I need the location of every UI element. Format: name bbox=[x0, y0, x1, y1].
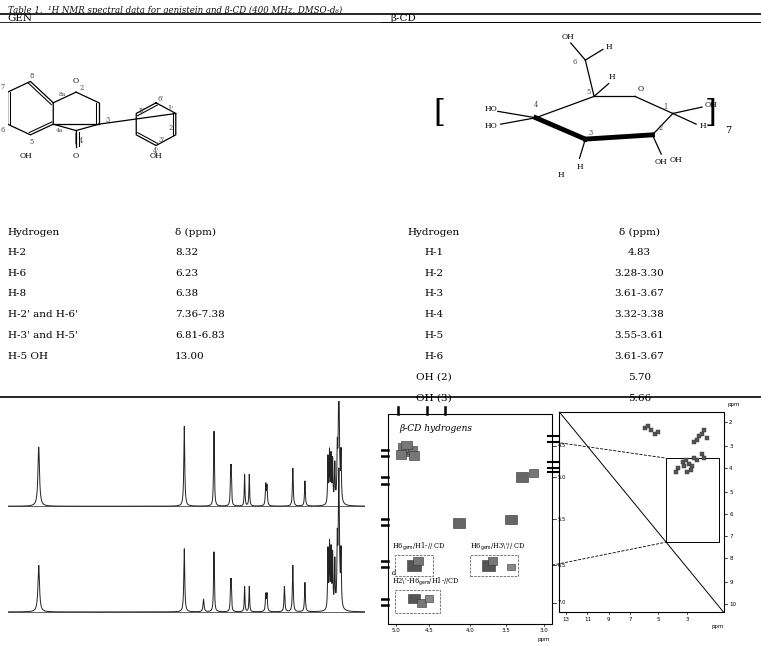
Text: 3.28-3.30: 3.28-3.30 bbox=[614, 269, 664, 278]
Text: ppm: ppm bbox=[537, 636, 550, 641]
Bar bbox=[413, 557, 422, 565]
Bar bbox=[516, 472, 528, 482]
Text: 4.83: 4.83 bbox=[628, 248, 651, 257]
Text: 5.70: 5.70 bbox=[628, 373, 651, 382]
Text: 6.23: 6.23 bbox=[175, 269, 198, 278]
Bar bbox=[505, 515, 517, 524]
Text: 5.0: 5.0 bbox=[392, 629, 400, 634]
Text: 4.0: 4.0 bbox=[466, 629, 474, 634]
Bar bbox=[408, 594, 420, 603]
Text: β-CD: β-CD bbox=[390, 14, 416, 23]
Text: 4.44: 4.44 bbox=[628, 415, 651, 423]
Bar bbox=[488, 557, 497, 565]
Text: H-2' and H-6': H-2' and H-6' bbox=[8, 310, 78, 319]
Text: 6.5: 6.5 bbox=[558, 563, 566, 568]
Text: 6.81-6.83: 6.81-6.83 bbox=[175, 331, 224, 340]
Bar bbox=[666, 458, 718, 542]
Text: 5: 5 bbox=[729, 490, 733, 495]
Text: 3.5: 3.5 bbox=[501, 629, 511, 634]
Text: Hydrogen: Hydrogen bbox=[408, 228, 460, 237]
Text: H-5: H-5 bbox=[424, 331, 444, 340]
Bar bbox=[396, 590, 440, 613]
Text: OH (3): OH (3) bbox=[416, 393, 451, 402]
Bar bbox=[425, 596, 433, 602]
Text: 9: 9 bbox=[729, 579, 733, 585]
Bar bbox=[398, 443, 408, 452]
Text: 10: 10 bbox=[729, 601, 736, 607]
Text: 5: 5 bbox=[656, 617, 660, 622]
Text: 2: 2 bbox=[729, 420, 733, 424]
Text: 3.55-3.61: 3.55-3.61 bbox=[614, 331, 664, 340]
Text: 3: 3 bbox=[686, 617, 689, 622]
Bar bbox=[409, 452, 419, 460]
Text: 4.5: 4.5 bbox=[558, 443, 566, 448]
Bar bbox=[559, 412, 724, 612]
Text: 3.61-3.67: 3.61-3.67 bbox=[614, 289, 664, 298]
Text: 3.32-3.38: 3.32-3.38 bbox=[614, 310, 664, 319]
Text: H-4: H-4 bbox=[424, 310, 444, 319]
Bar bbox=[508, 564, 514, 570]
Text: H-6: H-6 bbox=[424, 352, 444, 361]
Text: 3: 3 bbox=[729, 444, 733, 449]
Text: 5.66: 5.66 bbox=[628, 393, 651, 402]
Text: 7.0: 7.0 bbox=[558, 600, 566, 605]
Text: δ (ppm): δ (ppm) bbox=[619, 228, 660, 237]
Bar bbox=[529, 469, 538, 477]
Text: H-8: H-8 bbox=[8, 289, 27, 298]
Text: β-CD hydrogens: β-CD hydrogens bbox=[399, 424, 472, 433]
Text: 7: 7 bbox=[729, 534, 733, 539]
Text: 8: 8 bbox=[729, 556, 733, 561]
Text: H-2: H-2 bbox=[8, 248, 27, 257]
Text: 7.36-7.38: 7.36-7.38 bbox=[175, 310, 224, 319]
Bar bbox=[401, 448, 412, 456]
Text: 4.5: 4.5 bbox=[425, 629, 433, 634]
Text: H-3' and H-5': H-3' and H-5' bbox=[8, 331, 78, 340]
Bar bbox=[453, 519, 465, 528]
Text: 3.61-3.67: 3.61-3.67 bbox=[614, 352, 664, 361]
Bar bbox=[396, 555, 433, 576]
Text: OH (2): OH (2) bbox=[416, 373, 451, 382]
Text: H-1: H-1 bbox=[424, 248, 444, 257]
Bar bbox=[482, 559, 495, 570]
Text: 3.0: 3.0 bbox=[540, 629, 548, 634]
Text: 6: 6 bbox=[729, 512, 733, 517]
Text: H6$_{\rm gem}$/H3\'// CD: H6$_{\rm gem}$/H3\'// CD bbox=[470, 541, 525, 552]
Text: 6.38: 6.38 bbox=[175, 289, 198, 298]
Text: H-5 OH: H-5 OH bbox=[8, 352, 48, 361]
Text: 5.0: 5.0 bbox=[558, 475, 566, 480]
Bar bbox=[407, 446, 418, 454]
Text: H-2: H-2 bbox=[424, 269, 444, 278]
Bar bbox=[396, 450, 406, 459]
Text: 7: 7 bbox=[629, 617, 632, 622]
Bar bbox=[407, 559, 421, 570]
Text: H6$_{\rm gem}$/H1-// CD: H6$_{\rm gem}$/H1-// CD bbox=[392, 540, 445, 552]
Text: H-6: H-6 bbox=[8, 269, 27, 278]
Text: 11: 11 bbox=[584, 617, 591, 622]
Bar bbox=[470, 555, 518, 576]
Bar bbox=[401, 441, 412, 450]
Text: Table 1.  ¹H NMR spectral data for genistein and β-CD (400 MHz, DMSO-d₆): Table 1. ¹H NMR spectral data for genist… bbox=[8, 6, 342, 15]
Text: H2\'-H6$_{\rm gem}$/H1-//CD: H2\'-H6$_{\rm gem}$/H1-//CD bbox=[392, 576, 460, 589]
Text: OH (6): OH (6) bbox=[416, 415, 451, 423]
Text: H-3: H-3 bbox=[424, 289, 444, 298]
Text: δ (ppm): δ (ppm) bbox=[175, 228, 216, 237]
Text: GEN: GEN bbox=[8, 14, 33, 23]
Text: 9: 9 bbox=[607, 617, 610, 622]
Bar bbox=[417, 599, 426, 607]
Text: ppm: ppm bbox=[711, 624, 724, 629]
Text: 8.32: 8.32 bbox=[175, 248, 198, 257]
Text: ppm: ppm bbox=[728, 402, 740, 408]
Text: 4: 4 bbox=[729, 466, 733, 471]
Bar bbox=[388, 415, 552, 624]
Text: Hydrogen: Hydrogen bbox=[8, 228, 60, 237]
Text: 5.5: 5.5 bbox=[558, 517, 566, 521]
Text: 13.00: 13.00 bbox=[175, 352, 205, 361]
Text: 13: 13 bbox=[562, 617, 569, 622]
Text: d: d bbox=[392, 569, 396, 578]
